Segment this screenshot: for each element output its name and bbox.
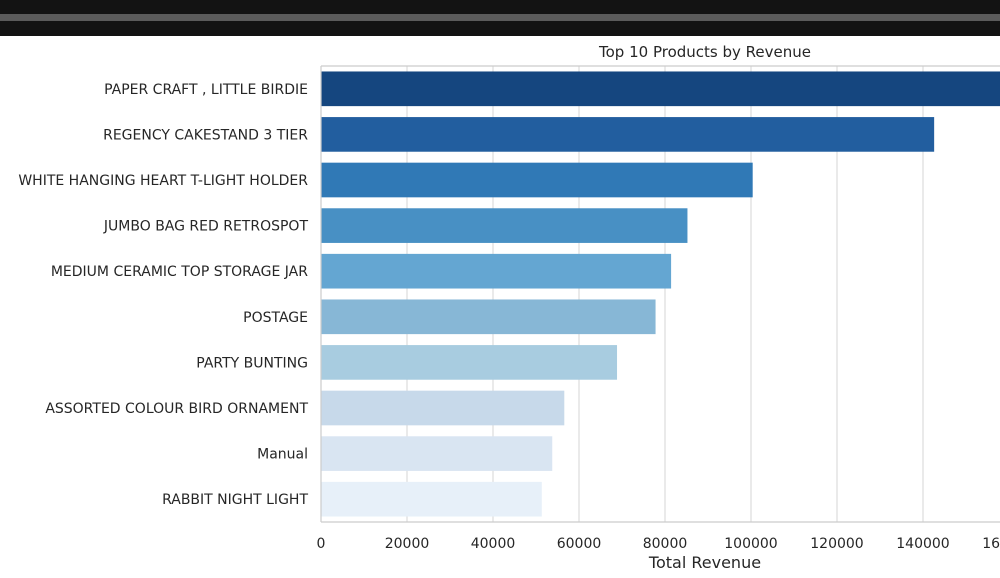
bar xyxy=(321,162,753,198)
category-labels: PAPER CRAFT , LITTLE BIRDIE REGENCY CAKES… xyxy=(18,82,308,508)
category-label: REGENCY CAKESTAND 3 TIER xyxy=(103,127,308,143)
x-tick-label: 0 xyxy=(317,536,326,552)
x-tick-label: 40000 xyxy=(471,536,516,552)
x-tick-label: 60000 xyxy=(557,536,602,552)
bar xyxy=(321,117,935,152)
x-tick-label: 20000 xyxy=(385,536,430,552)
bar xyxy=(321,71,1000,107)
category-label: ASSORTED COLOUR BIRD ORNAMENT xyxy=(45,401,308,417)
chart-title: Top 10 Products by Revenue xyxy=(598,43,811,61)
bar xyxy=(321,436,553,471)
category-label: POSTAGE xyxy=(243,310,308,326)
x-tick-labels: 0 20000 40000 60000 80000 100000 120000 140000 1… xyxy=(317,536,1000,552)
bar xyxy=(321,299,656,335)
bar xyxy=(321,253,672,289)
bar xyxy=(321,345,618,380)
bar xyxy=(321,390,565,426)
category-label: WHITE HANGING HEART T-LIGHT HOLDER xyxy=(18,173,308,189)
x-axis-label: Total Revenue xyxy=(648,553,761,572)
x-tick-label: 80000 xyxy=(643,536,688,552)
x-tick-label: 160000 xyxy=(982,536,1000,552)
bar-chart: Top 10 Products by Revenue PAPER CRAFT ,… xyxy=(18,43,1000,572)
category-label: RABBIT NIGHT LIGHT xyxy=(162,492,308,508)
category-label: PAPER CRAFT , LITTLE BIRDIE xyxy=(104,82,308,98)
x-tick-label: 120000 xyxy=(810,536,863,552)
bar xyxy=(321,481,542,517)
top-dark-bar xyxy=(0,0,1000,36)
top-gray-stripe xyxy=(0,14,1000,21)
category-label: JUMBO BAG RED RETROSPOT xyxy=(103,219,309,235)
category-label: MEDIUM CERAMIC TOP STORAGE JAR xyxy=(51,264,308,280)
x-tick-label: 140000 xyxy=(896,536,949,552)
x-tick-label: 100000 xyxy=(724,536,777,552)
category-label: PARTY BUNTING xyxy=(196,355,308,371)
bar xyxy=(321,208,688,243)
bars xyxy=(321,71,1000,517)
category-label: Manual xyxy=(257,447,308,463)
